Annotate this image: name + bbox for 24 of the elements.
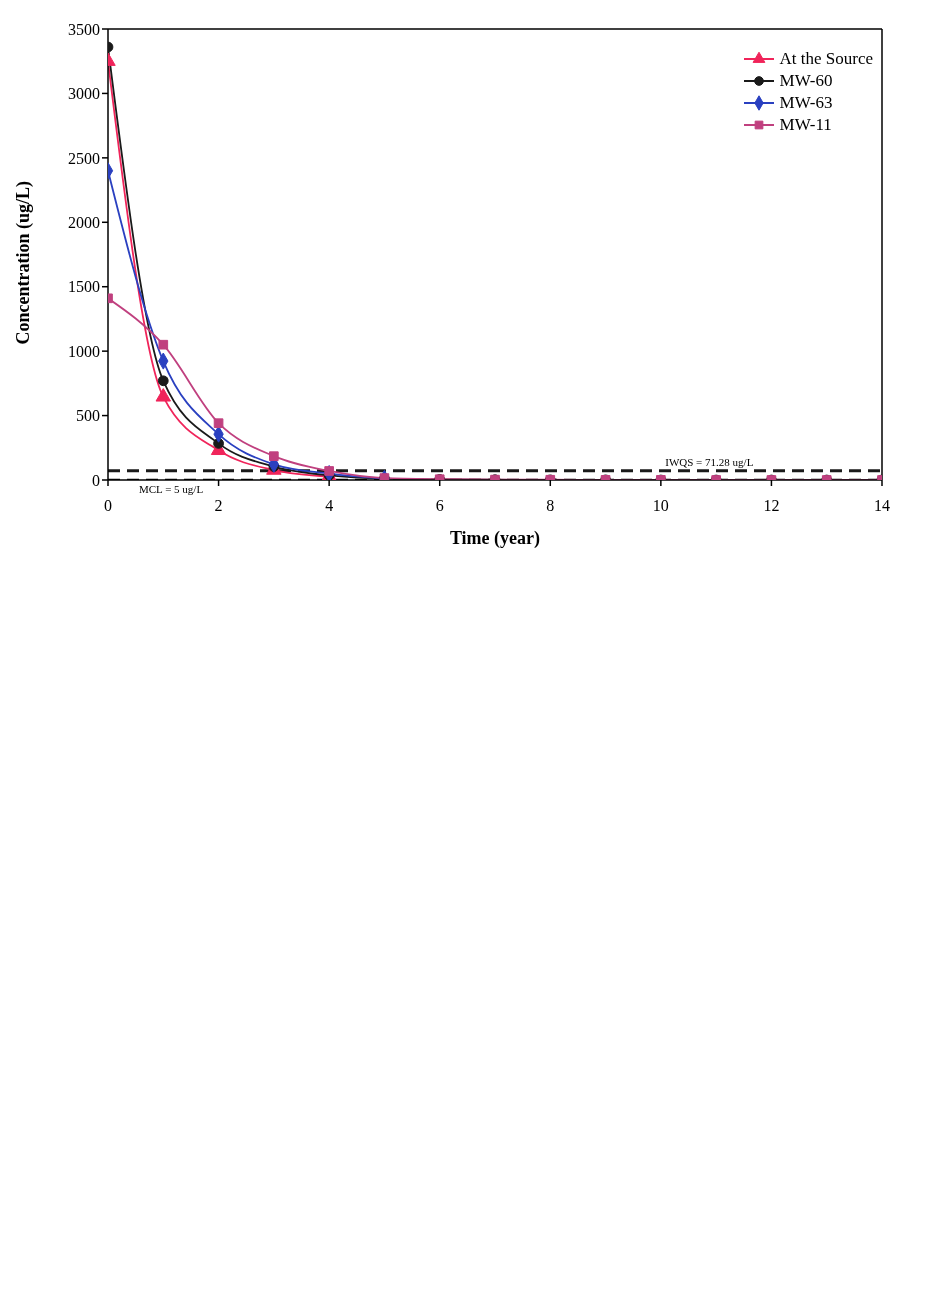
ref-line-label: MCL = 5 ug/L [138, 483, 204, 496]
y-tick-label: 2500 [68, 149, 100, 167]
y-axis-title: Concentration (ug/L) [13, 181, 35, 345]
y-tick-label: 2000 [68, 213, 100, 231]
ref-line-label: IWQS = 71.28 ug/L [665, 455, 754, 468]
legend-label: MW-60 [779, 70, 833, 92]
legend-label: At the Source [779, 48, 873, 70]
x-axis-title: Time (year) [449, 528, 541, 549]
y-tick-label: 500 [76, 407, 100, 425]
x-tick-label: 6 [435, 497, 444, 515]
x-tick-label: 12 [763, 497, 780, 515]
y-tick-label: 3000 [68, 85, 100, 103]
legend-label: MW-63 [779, 92, 833, 114]
y-tick-label: 1500 [68, 278, 100, 296]
y-tick-label: 1000 [68, 342, 100, 360]
x-tick-label: 4 [325, 497, 334, 515]
x-tick-label: 14 [874, 497, 890, 515]
x-tick-label: 8 [546, 497, 555, 515]
legend-label: MW-11 [779, 114, 832, 136]
x-tick-label: 10 [652, 497, 669, 515]
y-tick-label: 3500 [68, 20, 100, 38]
y-tick-label: 0 [92, 471, 100, 489]
x-tick-label: 0 [104, 497, 112, 515]
x-tick-label: 2 [214, 497, 223, 515]
